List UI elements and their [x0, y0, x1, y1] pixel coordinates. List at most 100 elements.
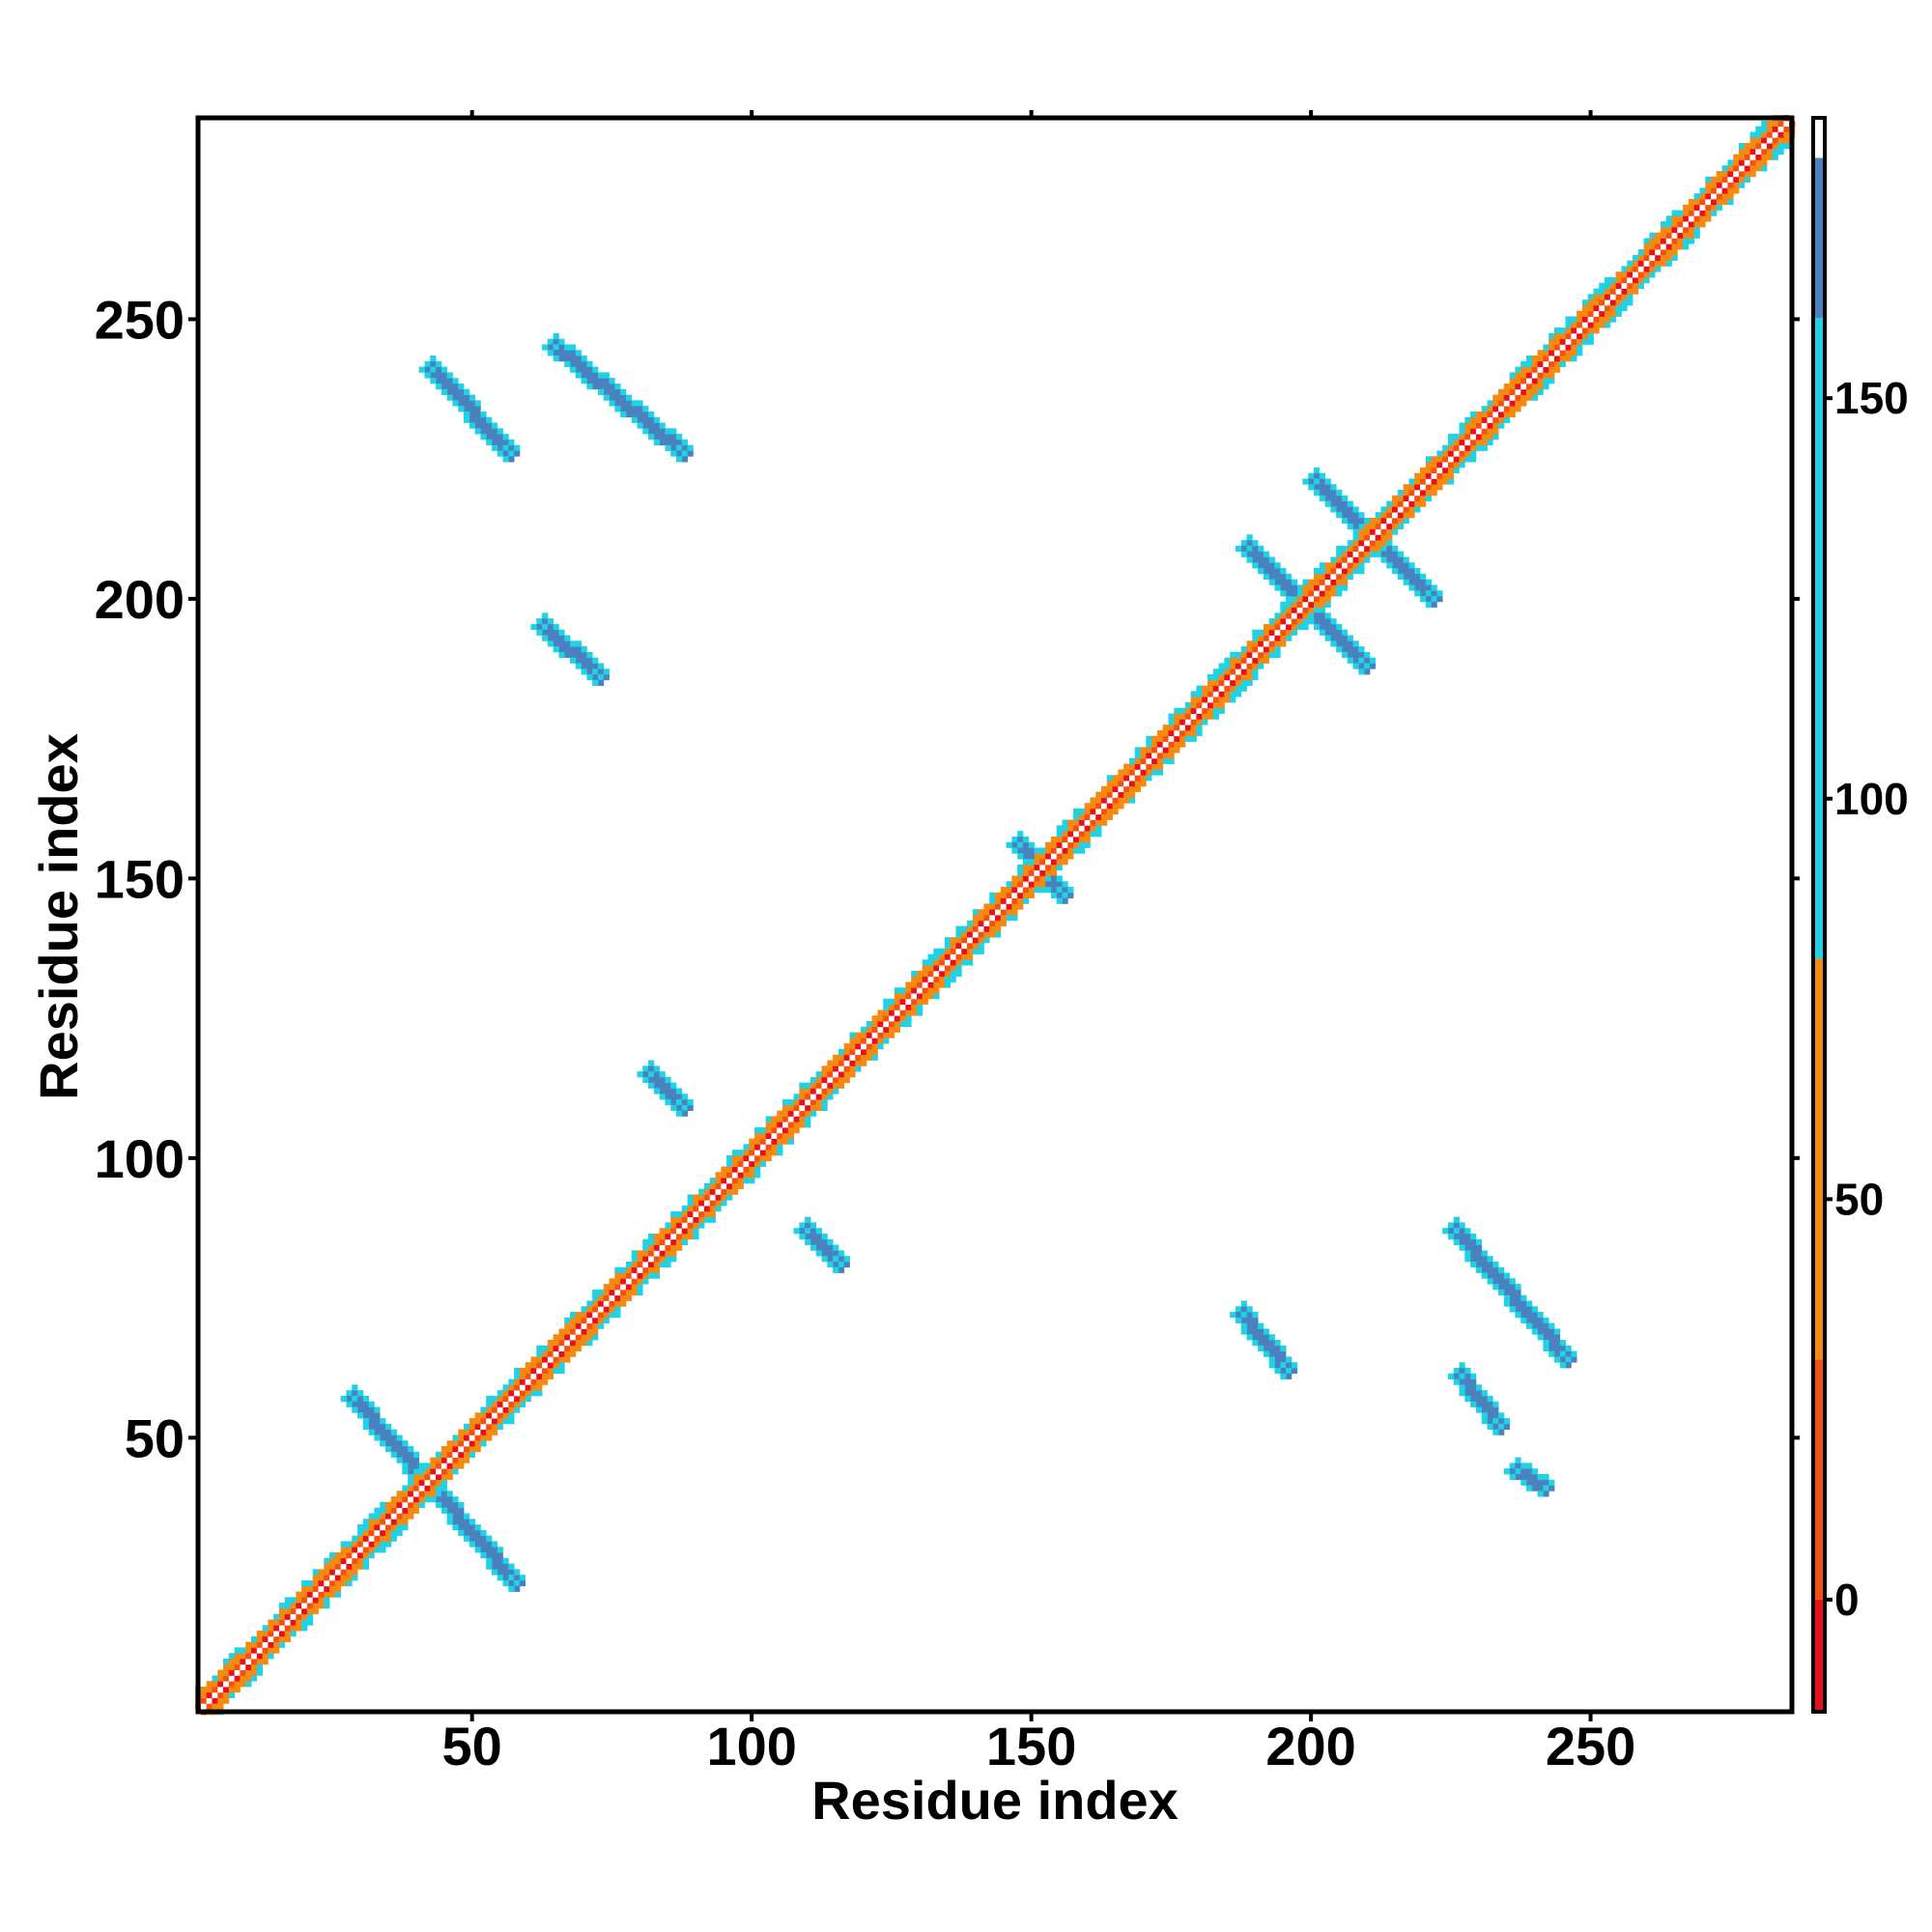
diagonal-band-cell [1520, 400, 1527, 407]
diagonal-band-cell [933, 948, 940, 954]
diagonal-band-cell [821, 1104, 828, 1112]
diagonal-band-cell [1609, 316, 1617, 323]
diagonal-band-cell [357, 1563, 364, 1570]
diagonal-band-cell [782, 1132, 789, 1139]
contact-cell [815, 1228, 822, 1235]
diagonal-band-cell [1246, 674, 1253, 681]
diagonal-band-cell [759, 1132, 767, 1139]
diagonal-band-cell [217, 1681, 224, 1688]
diagonal-band-cell [1766, 154, 1774, 160]
diagonal-band-cell [1252, 663, 1259, 669]
diagonal-band-cell [1548, 372, 1555, 379]
contact-cell [1392, 545, 1399, 553]
contact-cell [340, 1395, 347, 1403]
diagonal-band-cell [1587, 294, 1594, 300]
diagonal-band-cell [1352, 562, 1359, 569]
contact-cell [1011, 847, 1018, 854]
diagonal-band-cell [1609, 277, 1617, 284]
diagonal-band-cell [1408, 500, 1415, 507]
diagonal-cell [810, 1094, 817, 1100]
contact-cell [1464, 1378, 1471, 1385]
diagonal-band-cell [625, 1266, 633, 1273]
diagonal-cell [464, 1440, 470, 1447]
contact-cell [553, 332, 559, 340]
diagonal-band-cell [983, 925, 990, 932]
contact-cell [491, 428, 498, 435]
diagonal-band-cell [1196, 696, 1203, 703]
diagonal-band-cell [1733, 159, 1740, 166]
contact-cell [1464, 1373, 1471, 1379]
diagonal-cell [1084, 819, 1091, 826]
diagonal-band-cell [743, 1150, 750, 1156]
diagonal-band-cell [1184, 702, 1192, 709]
diagonal-band-cell [1017, 869, 1024, 876]
contact-cell [440, 1501, 448, 1509]
diagonal-band-cell [1716, 193, 1723, 200]
diagonal-band-cell [575, 1340, 582, 1347]
diagonal-band-cell [1475, 444, 1483, 451]
diagonal-cell [603, 1300, 610, 1307]
diagonal-cell [1425, 478, 1432, 485]
diagonal-band-cell [592, 1289, 599, 1296]
diagonal-cell [670, 1234, 677, 1240]
contact-cell [1487, 1406, 1493, 1413]
contact-cell [687, 444, 694, 451]
contact-cell [1240, 551, 1247, 557]
contact-cell [1314, 467, 1321, 474]
contact-cell [458, 394, 465, 401]
diagonal-band-cell [380, 1547, 386, 1553]
diagonal-cell [1056, 847, 1063, 854]
contact-cell [502, 444, 509, 451]
diagonal-band-cell [1705, 210, 1712, 216]
contact-cell [1336, 500, 1343, 507]
diagonal-cell [1090, 813, 1096, 820]
diagonal-band-cell [1475, 416, 1483, 423]
contact-cell [1028, 853, 1035, 860]
diagonal-band-cell [1212, 685, 1219, 692]
diagonal-band-cell [1749, 171, 1756, 178]
diagonal-band-cell [1705, 215, 1712, 222]
contact-cell [1252, 545, 1259, 553]
contact-cell [1308, 478, 1315, 485]
diagonal-band-cell [1699, 187, 1706, 194]
diagonal-band-cell [614, 1300, 621, 1307]
diagonal-band-cell [384, 1507, 392, 1514]
diagonal-band-cell [1739, 148, 1746, 156]
contact-cell [1503, 1289, 1511, 1296]
diagonal-band-cell [620, 1294, 627, 1301]
contact-cell [676, 1110, 683, 1117]
diagonal-band-cell [1431, 467, 1437, 474]
diagonal-band-cell [1537, 378, 1544, 384]
diagonal-band-cell [380, 1507, 386, 1514]
diagonal-band-cell [334, 1591, 342, 1598]
diagonal-band-cell [1296, 618, 1303, 625]
diagonal-band-cell [1174, 724, 1180, 731]
diagonal-band-cell [412, 1473, 420, 1481]
contact-cell [570, 640, 577, 647]
diagonal-band-cell [905, 1015, 912, 1022]
y-tick-label: 150 [95, 848, 185, 909]
diagonal-band-cell [1727, 171, 1734, 178]
diagonal-band-cell [1392, 517, 1399, 525]
diagonal-band-cell [687, 1222, 694, 1229]
diagonal-band-cell [1392, 500, 1399, 507]
diagonal-band-cell [446, 1468, 453, 1475]
diagonal-band-cell [726, 1160, 733, 1167]
diagonal-band-cell [759, 1160, 767, 1167]
contact-cell [648, 1071, 655, 1078]
contact-cell [1459, 1238, 1465, 1245]
diagonal-band-cell [547, 1340, 554, 1347]
diagonal-cell [290, 1613, 297, 1620]
diagonal-cell [955, 948, 962, 954]
diagonal-band-cell [256, 1669, 263, 1676]
diagonal-band-cell [670, 1244, 677, 1251]
diagonal-band-cell [995, 920, 1002, 926]
diagonal-cell [1526, 378, 1533, 384]
diagonal-band-cell [497, 1423, 503, 1431]
diagonal-cell [1134, 769, 1141, 776]
diagonal-band-cell [1643, 277, 1650, 284]
diagonal-band-cell [402, 1485, 409, 1492]
diagonal-band-cell [899, 1015, 906, 1022]
diagonal-band-cell [709, 1210, 716, 1218]
contact-cell [469, 406, 475, 412]
